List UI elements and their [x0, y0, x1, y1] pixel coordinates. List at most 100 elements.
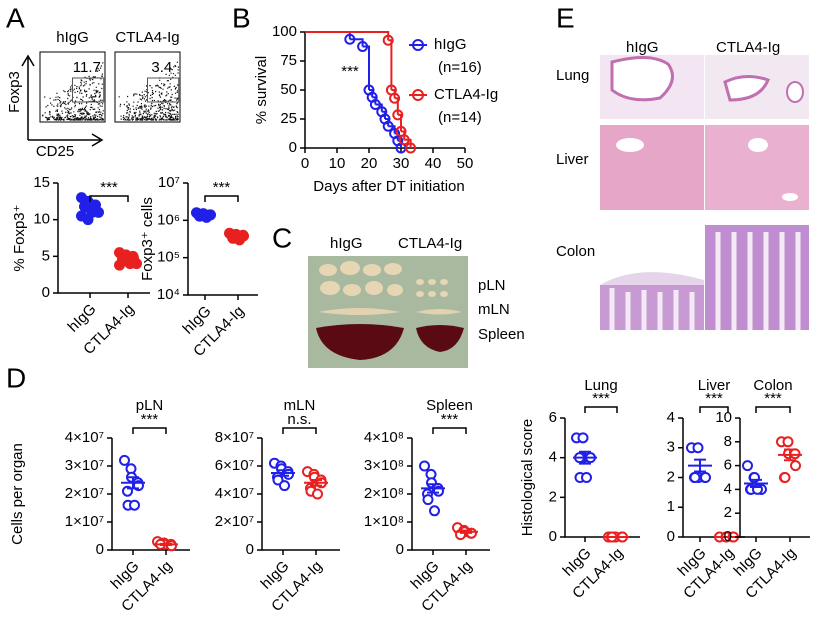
axes	[261, 438, 340, 551]
error-bar	[784, 448, 796, 462]
panel-letter: B	[232, 2, 251, 33]
y-tick-label: 0	[246, 541, 254, 558]
y-tick-label: 8	[724, 433, 732, 450]
survival-step	[372, 96, 377, 105]
chart-title: Colon	[753, 377, 792, 394]
data-point	[82, 214, 94, 226]
y-tick-label: 15	[33, 174, 50, 191]
flow-sample-label: CTLA4-Ig	[115, 29, 179, 46]
error-bar	[277, 469, 289, 477]
significance-label: ***	[100, 179, 118, 196]
survival-marker	[382, 34, 394, 46]
legend-marker	[412, 39, 424, 51]
x-tick-label: 50	[457, 155, 474, 172]
survival-step	[305, 31, 351, 40]
x-tick-label: 10	[329, 155, 346, 172]
error-bar	[694, 458, 706, 473]
data-point	[742, 460, 753, 472]
significance-bracket	[584, 406, 618, 413]
y-axis-label: % survival	[253, 56, 270, 124]
data-point	[119, 454, 130, 466]
significance-label: ***	[341, 63, 359, 80]
flow-axis-label: Foxp3	[6, 71, 23, 113]
significance-label: ***	[441, 411, 459, 428]
data-point	[201, 211, 212, 223]
panel-letter: A	[6, 2, 25, 33]
y-tick-label: 1×10⁷	[65, 513, 104, 530]
histology-group-label: hIgG	[626, 39, 659, 56]
y-tick-label: 10	[715, 409, 732, 426]
y-tick-label: 6×10⁷	[215, 457, 254, 474]
y-tick-label: 6	[724, 457, 732, 474]
data-point	[283, 468, 294, 480]
flow-axis-label: CD25	[36, 143, 74, 160]
flow-events	[42, 62, 104, 121]
chart-title: mLN	[284, 397, 316, 414]
survival-step	[394, 97, 399, 115]
y-tick-label: 10	[33, 211, 50, 228]
survival-step	[397, 113, 402, 132]
significance-label: ***	[764, 390, 782, 407]
flow-gate	[72, 77, 105, 103]
tissue-label: Lung	[556, 67, 589, 84]
legend-label: hIgG	[434, 36, 467, 53]
y-axis-label: Foxp3⁺ cells	[139, 197, 156, 281]
y-tick-label: 4×10⁸	[364, 429, 404, 446]
legend-label: CTLA4-Ig	[434, 86, 498, 103]
survival-marker	[392, 109, 404, 121]
organ-photo	[308, 256, 468, 368]
y-tick-label: 4	[549, 449, 557, 466]
significance-label: ***	[213, 179, 231, 196]
y-tick-label: 2	[724, 504, 732, 521]
significance-bracket	[699, 406, 729, 413]
error-bar	[127, 476, 139, 490]
data-point	[312, 488, 323, 500]
y-tick-label: 6	[549, 409, 557, 426]
error-bar	[160, 542, 172, 546]
legend-n: (n=14)	[438, 109, 482, 126]
y-tick-label: 50	[280, 81, 297, 98]
significance-bracket	[204, 195, 239, 202]
chart-title: Liver	[698, 377, 731, 394]
survival-step	[305, 31, 390, 41]
y-tick-label: 0	[667, 528, 675, 545]
y-tick-label: 10⁵	[157, 249, 180, 266]
data-point	[581, 472, 592, 483]
legend-marker	[412, 89, 424, 101]
data-point	[131, 258, 142, 270]
data-point	[114, 259, 125, 271]
organ-label: Spleen	[478, 326, 525, 343]
histology-images	[600, 55, 809, 330]
survival-step	[391, 89, 396, 99]
y-tick-label: 3×10⁷	[65, 457, 104, 474]
y-tick-label: 25	[280, 110, 297, 127]
error-bar	[310, 479, 322, 487]
y-tick-label: 5	[42, 247, 50, 264]
y-tick-label: 3×10⁸	[364, 457, 404, 474]
y-tick-label: 10⁴	[157, 286, 180, 303]
y-tick-label: 1×10⁸	[364, 513, 404, 530]
significance-bracket	[432, 427, 467, 434]
y-tick-label: 4×10⁷	[65, 429, 104, 446]
y-axis-label: Histological score	[519, 419, 536, 537]
flow-arrows	[21, 54, 104, 147]
data-point	[789, 448, 801, 460]
survival-step	[369, 89, 374, 98]
significance-label: ***	[141, 411, 159, 428]
y-tick-label: 2	[667, 468, 675, 485]
data-point	[782, 436, 794, 448]
data-point	[422, 494, 434, 506]
y-tick-label: 0	[289, 139, 297, 156]
y-tick-label: 4×10⁷	[215, 485, 254, 502]
data-point	[692, 442, 704, 454]
gate-percent: 3.4	[151, 59, 172, 76]
tissue-label: Liver	[556, 151, 589, 168]
chart-title: pLN	[136, 397, 164, 414]
survival-step	[385, 118, 390, 127]
x-tick-label: 0	[301, 155, 309, 172]
data-point	[429, 505, 440, 517]
significance-bracket	[132, 427, 167, 434]
histology-group-label: CTLA4-Ig	[716, 39, 780, 56]
organ-label: pLN	[478, 277, 506, 294]
survival-step	[404, 138, 412, 148]
